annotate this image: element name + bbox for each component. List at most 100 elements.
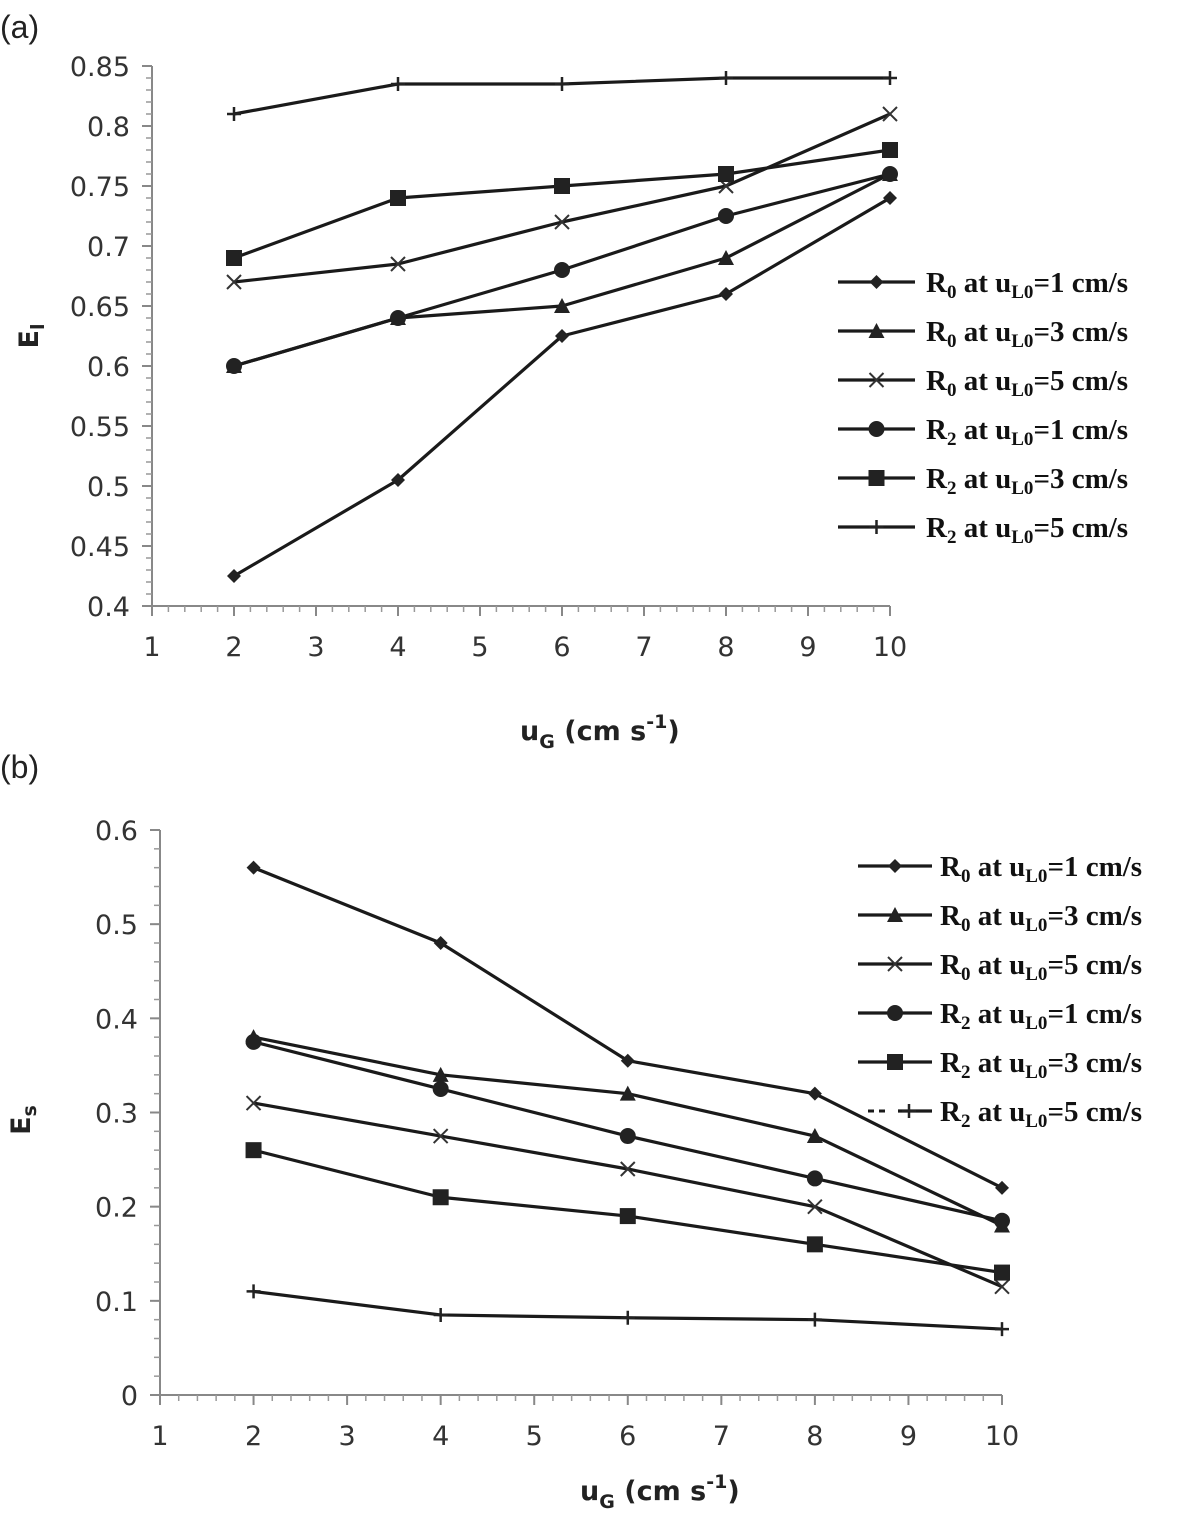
data-point — [807, 1086, 822, 1101]
legend-entry: R0 at uL0=3 cm/s — [858, 900, 1142, 936]
x-tick-label: 10 — [873, 632, 907, 663]
x-tick-label: 9 — [900, 1421, 917, 1452]
data-point — [883, 71, 897, 85]
data-point — [995, 1322, 1009, 1337]
legend-label: R0 at uL0=3 cm/s — [926, 316, 1128, 352]
legend-label: R2 at uL0=5 cm/s — [926, 512, 1128, 548]
data-point — [718, 166, 734, 182]
data-point — [994, 1279, 1010, 1295]
legend-label: R0 at uL0=1 cm/s — [926, 267, 1128, 303]
series-1 — [227, 191, 897, 583]
legend-label: R0 at uL0=5 cm/s — [940, 949, 1142, 985]
data-point — [226, 358, 242, 374]
legend-label: R2 at uL0=1 cm/s — [926, 414, 1128, 450]
data-point — [390, 190, 406, 206]
y-tick-label: 0.8 — [87, 112, 130, 143]
data-point — [554, 298, 570, 313]
legend-label: R2 at uL0=3 cm/s — [940, 1047, 1142, 1083]
data-point — [391, 473, 405, 487]
data-point — [227, 107, 241, 121]
legend-label: R2 at uL0=1 cm/s — [940, 998, 1142, 1034]
legend-entry: R0 at uL0=1 cm/s — [858, 851, 1142, 887]
series-1 — [246, 860, 1009, 1195]
data-point — [619, 1128, 636, 1145]
legend-entry: R2 at uL0=5 cm/s — [868, 1096, 1142, 1132]
data-point — [883, 191, 897, 205]
y-tick-label: 0.6 — [95, 816, 138, 847]
legend-marker — [887, 1005, 903, 1021]
y-tick-label: 0.5 — [95, 910, 138, 941]
x-axis-title: uG (cm s-1) — [580, 1471, 740, 1513]
panel-label: (a) — [0, 9, 39, 45]
legend-marker — [868, 372, 885, 388]
data-point — [245, 1033, 262, 1050]
y-tick-label: 0.5 — [87, 472, 130, 503]
data-point — [807, 1198, 823, 1215]
data-point — [554, 214, 570, 230]
data-point — [432, 1066, 449, 1082]
data-point — [390, 310, 406, 326]
legend-entry: R0 at uL0=3 cm/s — [838, 316, 1128, 352]
y-tick-label: 0.4 — [95, 1004, 138, 1035]
x-tick-label: 4 — [389, 632, 406, 663]
data-point — [433, 1307, 448, 1322]
chart-panel-b: (b) 1 2 3 4 5 6 7 8 9 10 0 0.1 0.2 0.3 0.4 0.5 0.6 uG (cm … — [0, 749, 1142, 1513]
data-point — [432, 1189, 449, 1206]
series-6 — [246, 1284, 1009, 1337]
data-point — [391, 77, 405, 91]
data-point — [806, 1236, 823, 1253]
data-point — [718, 250, 734, 265]
data-point — [882, 106, 898, 122]
y-axis-title: El — [14, 324, 49, 349]
legend-entry: R2 at uL0=3 cm/s — [838, 463, 1128, 499]
x-tick-label: 4 — [432, 1421, 449, 1452]
x-tick-label: 7 — [713, 1421, 730, 1452]
legend-entry: R2 at uL0=3 cm/s — [858, 1047, 1142, 1083]
x-axis-title: uG (cm s-1) — [520, 711, 680, 753]
x-tick-label: 8 — [717, 632, 734, 663]
series-4 — [226, 166, 898, 374]
data-point — [245, 1142, 262, 1159]
legend-entry: R0 at uL0=5 cm/s — [838, 365, 1128, 401]
data-point — [719, 71, 733, 85]
data-point — [433, 936, 448, 950]
legend-label: R0 at uL0=5 cm/s — [926, 365, 1128, 401]
data-point — [246, 1284, 261, 1299]
x-tick-label: 7 — [635, 632, 652, 663]
data-point — [882, 166, 898, 182]
data-point — [432, 1128, 449, 1144]
data-point — [719, 287, 733, 301]
data-point — [390, 256, 406, 272]
series-3 — [245, 1095, 1010, 1295]
data-point — [619, 1208, 636, 1225]
y-tick-label: 0.65 — [70, 292, 130, 323]
data-point — [806, 1170, 823, 1187]
data-point — [245, 1095, 262, 1111]
legend-marker — [868, 421, 885, 437]
data-point — [432, 1080, 449, 1097]
legend-label: R0 at uL0=3 cm/s — [940, 900, 1142, 936]
y-tick-label: 0 — [121, 1381, 138, 1412]
y-tick-label: 0.55 — [70, 412, 130, 443]
y-axis-title: Es — [6, 1105, 41, 1135]
legend-entry: R2 at uL0=1 cm/s — [858, 998, 1142, 1034]
data-point — [994, 1212, 1010, 1229]
legend-entry: R2 at uL0=5 cm/s — [838, 512, 1128, 548]
x-tick-label: 3 — [339, 1421, 356, 1452]
series-5 — [245, 1142, 1010, 1281]
legend-marker — [887, 907, 903, 922]
data-point — [555, 329, 569, 343]
data-point — [620, 1161, 636, 1177]
x-tick-label: 2 — [225, 632, 242, 663]
legend-marker — [869, 520, 884, 534]
legend-marker — [887, 1054, 903, 1070]
y-tick-label: 0.6 — [87, 352, 130, 383]
data-point — [226, 250, 242, 266]
series-6 — [227, 71, 897, 121]
x-tick-label: 9 — [799, 632, 816, 663]
x-tick-label: 3 — [307, 632, 324, 663]
y-tick-label: 0.2 — [95, 1193, 138, 1224]
data-point — [226, 274, 242, 290]
data-point — [554, 178, 570, 194]
